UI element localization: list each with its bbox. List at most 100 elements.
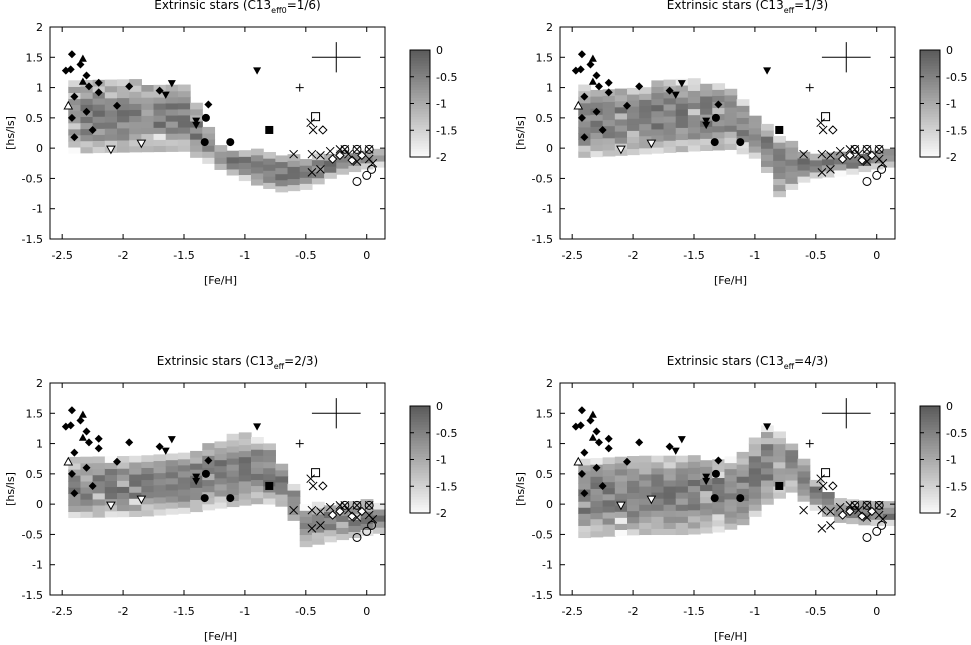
star-marker bbox=[828, 481, 838, 491]
star-marker bbox=[598, 125, 607, 134]
star-marker bbox=[677, 436, 686, 444]
heatmap-cell bbox=[275, 155, 289, 163]
heatmap-cell bbox=[712, 507, 726, 515]
heatmap-cell bbox=[141, 84, 155, 92]
colorbar-swatch bbox=[920, 71, 940, 75]
y-tick-label: 0.5 bbox=[536, 468, 554, 481]
heatmap-cell bbox=[263, 491, 276, 499]
heatmap-cell bbox=[80, 134, 94, 142]
heatmap-cell bbox=[129, 121, 142, 129]
heatmap-cell bbox=[736, 476, 750, 483]
heatmap-cell bbox=[117, 91, 130, 99]
heatmap-cell bbox=[287, 483, 301, 491]
heatmap-cell bbox=[80, 116, 94, 124]
heatmap-cell bbox=[177, 96, 191, 104]
star-marker bbox=[588, 433, 597, 441]
heatmap-cell bbox=[299, 510, 313, 517]
star-marker bbox=[76, 60, 85, 69]
heatmap-cell bbox=[251, 479, 264, 487]
heatmap-cell bbox=[360, 150, 374, 158]
heatmap-cell bbox=[190, 456, 203, 464]
heatmap-cell bbox=[177, 145, 191, 152]
heatmap-cell bbox=[785, 479, 799, 487]
heatmap-cell bbox=[675, 479, 689, 487]
heatmap-cell bbox=[821, 498, 835, 505]
star-marker bbox=[835, 502, 845, 512]
heatmap-cell bbox=[761, 129, 774, 137]
colorbar-swatch bbox=[920, 82, 940, 86]
heatmap-cell bbox=[92, 128, 106, 135]
heatmap-cell bbox=[821, 492, 835, 499]
heatmap-cell bbox=[214, 501, 228, 509]
heatmap-cell bbox=[165, 465, 179, 473]
heatmap-cell bbox=[724, 480, 738, 488]
heatmap-cell bbox=[627, 93, 640, 101]
star-marker bbox=[94, 88, 103, 97]
heatmap-cell bbox=[214, 453, 228, 461]
heatmap-cell bbox=[165, 108, 179, 116]
heatmap-cell bbox=[761, 479, 774, 487]
heatmap-cell bbox=[773, 461, 786, 469]
heatmap-cell bbox=[748, 145, 762, 153]
star-marker bbox=[671, 447, 680, 455]
chart-title: Extrinsic stars (C13eff0=1/6) bbox=[154, 0, 321, 15]
heatmap-cell bbox=[614, 118, 628, 126]
heatmap-cell bbox=[639, 135, 652, 143]
star-marker bbox=[67, 469, 76, 478]
y-tick-label: -1 bbox=[32, 203, 43, 216]
heatmap-cell bbox=[712, 83, 726, 90]
y-tick-label: 2 bbox=[546, 21, 553, 34]
star-marker bbox=[352, 513, 362, 522]
colorbar-swatch bbox=[920, 116, 940, 121]
star-marker bbox=[352, 144, 362, 154]
heatmap-cell bbox=[748, 133, 762, 141]
heatmap-cell bbox=[736, 470, 750, 477]
star-marker bbox=[311, 112, 321, 122]
star-marker bbox=[352, 500, 362, 510]
heatmap-cell bbox=[190, 145, 203, 152]
colorbar-swatch bbox=[920, 111, 940, 115]
heatmap-cell bbox=[68, 86, 82, 94]
heatmap-cell bbox=[870, 501, 884, 508]
heatmap-cell bbox=[165, 102, 179, 110]
star-marker bbox=[70, 448, 79, 457]
colorbar-tick-label: -1.5 bbox=[946, 124, 967, 137]
star-marker bbox=[571, 422, 580, 431]
star-marker bbox=[308, 481, 318, 491]
colorbar-swatch bbox=[410, 92, 430, 97]
star-marker bbox=[592, 463, 601, 472]
heatmap-cell bbox=[153, 502, 167, 510]
colorbar-swatch bbox=[920, 79, 940, 83]
heatmap-cell bbox=[748, 152, 762, 159]
x-tick-label: -0.5 bbox=[295, 249, 316, 262]
heatmap-cell bbox=[578, 126, 592, 134]
heatmap-cell bbox=[797, 163, 811, 171]
heatmap-cell bbox=[141, 91, 155, 98]
star-marker bbox=[88, 125, 97, 134]
heatmap-cell bbox=[141, 491, 155, 499]
heatmap-cell bbox=[153, 496, 167, 504]
heatmap-cell bbox=[117, 145, 130, 153]
y-tick-label: 0.5 bbox=[26, 468, 44, 481]
heatmap-cell bbox=[809, 165, 823, 173]
heatmap-cell bbox=[324, 529, 337, 537]
heatmap-cell bbox=[687, 455, 701, 462]
heatmap-cell bbox=[761, 148, 774, 155]
colorbar-swatch bbox=[920, 488, 940, 493]
heatmap-cell bbox=[141, 127, 155, 135]
star-marker bbox=[604, 444, 613, 453]
heatmap-cell bbox=[663, 91, 677, 99]
colorbar-tick-label: -0.5 bbox=[946, 427, 967, 440]
star-marker bbox=[327, 510, 338, 520]
heatmap-cell bbox=[639, 522, 652, 529]
star-marker bbox=[817, 524, 827, 533]
star-marker bbox=[161, 91, 170, 99]
heatmap-cell bbox=[724, 498, 738, 506]
panel-2: -2.5 -2 -1.5 -1 -0.5 0 -1.5 -1 -0.5 0 0.5 1 1.5 2 [Fe/… bbox=[514, 0, 967, 287]
heatmap-cell bbox=[251, 449, 264, 456]
colorbar-swatch bbox=[920, 122, 940, 126]
heatmap-cell bbox=[299, 534, 313, 542]
heatmap-cell bbox=[614, 94, 628, 102]
x-axis-label: [Fe/H] bbox=[204, 630, 237, 643]
heatmap-cell bbox=[129, 133, 142, 141]
